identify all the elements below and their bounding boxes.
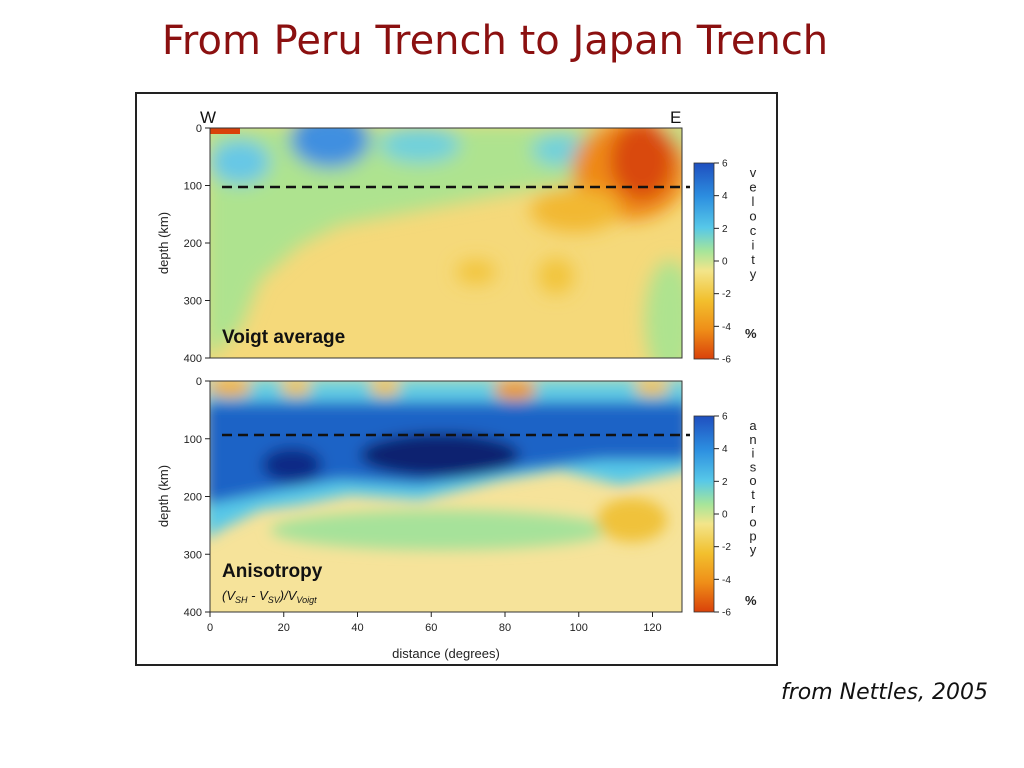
voigt-surface-edge xyxy=(210,128,240,134)
colorbar-tick-label: 2 xyxy=(722,224,728,235)
anisotropy-y-axis: 0 100 200 300 400 xyxy=(184,376,210,619)
voigt-panel-label: Voigt average xyxy=(222,327,345,348)
y-tick-label: 100 xyxy=(184,181,202,193)
colorbar-tick-label: -6 xyxy=(722,608,731,619)
colorbar-label-letter: s xyxy=(750,459,757,474)
anisotropy-core-central xyxy=(360,433,520,477)
voigt-slow-anomaly-deep-2 xyxy=(538,258,574,294)
voigt-panel: W E Voigt average 0 100 200 300 400 depth (k… xyxy=(156,108,757,366)
x-tick-label: 20 xyxy=(278,622,290,634)
colorbar-tick-label: 6 xyxy=(722,412,728,423)
anisotropy-green-transition xyxy=(270,510,610,550)
y-tick-label: 0 xyxy=(196,376,202,388)
voigt-ylabel: depth (km) xyxy=(156,212,171,274)
voigt-y-axis: 0 100 200 300 400 xyxy=(184,123,210,365)
slide-title: From Peru Trench to Japan Trench xyxy=(161,18,829,64)
colorbar-tick-label: 4 xyxy=(722,191,728,202)
voigt-fast-anomaly-1 xyxy=(290,128,370,168)
anisotropy-negative-deep xyxy=(597,498,667,542)
y-tick-label: 300 xyxy=(184,549,202,561)
voigt-neutral-zone xyxy=(210,128,682,356)
colorbar-label-letter: y xyxy=(750,542,757,557)
x-tick-label: 100 xyxy=(570,622,588,634)
x-tick-label: 80 xyxy=(499,622,511,634)
colorbar-tick-label: -4 xyxy=(722,322,731,333)
x-tick-label: 40 xyxy=(351,622,363,634)
colorbar-label-letter: a xyxy=(749,418,757,433)
colorbar-label-letter: v xyxy=(750,165,757,180)
voigt-green-right xyxy=(645,260,682,358)
anisotropy-core-west xyxy=(262,447,322,483)
y-tick-label: 400 xyxy=(184,607,202,619)
y-tick-label: 200 xyxy=(184,492,202,504)
velocity-colorbar xyxy=(693,162,715,360)
colorbar-label-letter: t xyxy=(751,252,755,267)
colorbar-label-letter: i xyxy=(752,238,755,253)
y-tick-label: 0 xyxy=(196,123,202,135)
colorbar-tick-label: -4 xyxy=(722,575,731,586)
y-tick-label: 100 xyxy=(184,434,202,446)
colorbar-label-letter: c xyxy=(750,223,757,238)
colorbar-tick-label: 6 xyxy=(722,159,728,170)
east-label: E xyxy=(670,108,681,127)
anisotropy-negative-surface-2 xyxy=(280,381,312,396)
colorbar-label-letter: r xyxy=(751,501,756,516)
x-tick-label: 120 xyxy=(643,622,661,634)
y-tick-label: 400 xyxy=(184,353,202,365)
colorbar-label-letter: l xyxy=(752,194,755,209)
figure-credit: from Nettles, 2005 xyxy=(780,680,988,705)
velocity-colorbar-unit: % xyxy=(745,326,757,341)
velocity-colorbar-ticks: 6 4 2 0 -2 -4 -6 xyxy=(714,159,731,366)
anisotropy-panel-label: Anisotropy xyxy=(222,561,323,582)
voigt-fast-anomaly-2 xyxy=(210,140,270,184)
colorbar-label-letter: o xyxy=(749,515,756,530)
colorbar-tick-label: 2 xyxy=(722,477,728,488)
colorbar-label-letter: n xyxy=(749,432,756,447)
colorbar-label-letter: y xyxy=(750,267,757,282)
voigt-slow-anomaly-shallow xyxy=(530,188,620,232)
voigt-fast-anomaly-3 xyxy=(380,128,460,163)
y-tick-label: 200 xyxy=(184,238,202,250)
colorbar-tick-label: 4 xyxy=(722,444,728,455)
colorbar-label-letter: p xyxy=(749,528,756,543)
anisotropy-x-axis: 0 20 40 60 80 100 120 xyxy=(207,612,662,634)
colorbar-tick-label: -6 xyxy=(722,355,731,366)
colorbar-label-letter: o xyxy=(749,209,756,224)
anisotropy-ylabel: depth (km) xyxy=(156,465,171,527)
colorbar-tick-label: -2 xyxy=(722,542,731,553)
anisotropy-negative-surface-1 xyxy=(210,381,252,397)
anisotropy-negative-surface-4 xyxy=(493,381,537,400)
colorbar-label-letter: e xyxy=(749,180,756,195)
colorbar-tick-label: 0 xyxy=(722,257,728,268)
colorbar-label-letter: o xyxy=(749,473,756,488)
voigt-slow-anomaly-deep-1 xyxy=(456,260,496,284)
x-tick-label: 0 xyxy=(207,622,213,634)
anisotropy-negative-surface-3 xyxy=(369,381,401,396)
colorbar-label-letter: i xyxy=(752,446,755,461)
anisotropy-colorbar-unit: % xyxy=(745,593,757,608)
anisotropy-xlabel: distance (degrees) xyxy=(392,646,500,661)
anisotropy-negative-surface-5 xyxy=(634,381,670,396)
x-tick-label: 60 xyxy=(425,622,437,634)
anisotropy-panel: Anisotropy (VSH - VSV)/VVoigt 0100200300… xyxy=(156,376,757,661)
west-label: W xyxy=(200,108,216,127)
anisotropy-colorbar xyxy=(693,415,715,613)
voigt-slow-anomaly-core xyxy=(610,128,674,200)
colorbar-tick-label: 0 xyxy=(722,510,728,521)
colorbar-tick-label: -2 xyxy=(722,289,731,300)
anisotropy-colorbar-ticks: 6 4 2 0 -2 -4 -6 xyxy=(714,412,731,619)
colorbar-label-letter: t xyxy=(751,487,755,502)
y-tick-label: 300 xyxy=(184,296,202,308)
